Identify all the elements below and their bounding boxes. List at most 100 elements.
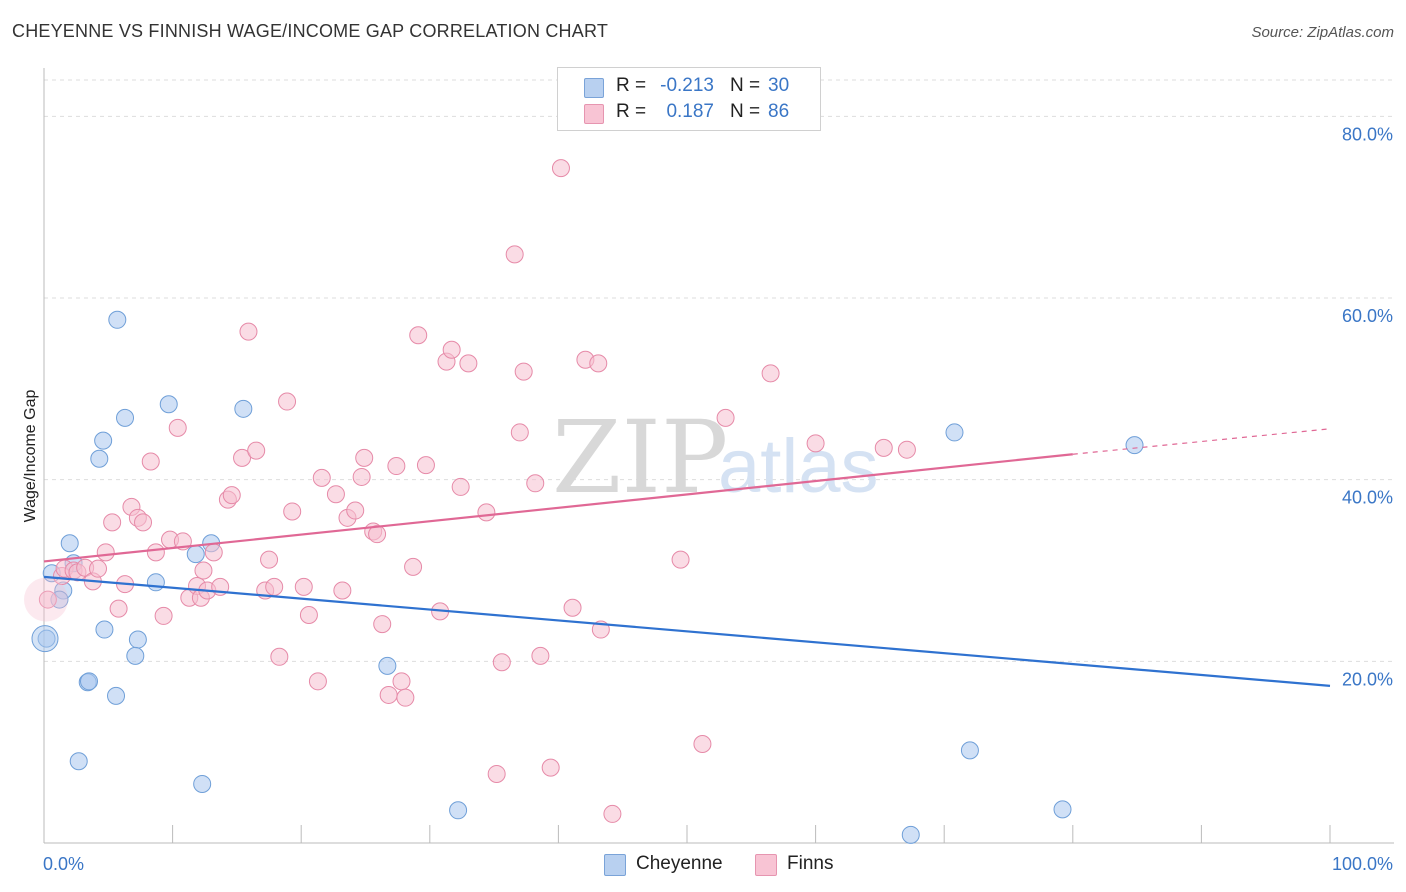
legend-swatch-cheyenne	[604, 854, 626, 876]
point-finns	[204, 543, 223, 562]
point-finns	[442, 340, 461, 359]
point-cheyenne	[378, 656, 397, 675]
point-finns	[526, 474, 545, 493]
point-finns	[38, 590, 57, 609]
point-finns	[806, 434, 825, 453]
legend-n-label: N =	[730, 101, 761, 122]
series-legend: Cheyenne Finns	[0, 852, 1406, 878]
point-cheyenne	[128, 630, 147, 649]
point-cheyenne	[146, 573, 165, 592]
legend-r-value: 0.187	[666, 101, 714, 122]
legend-r-label: R =	[616, 101, 647, 122]
point-finns	[416, 456, 435, 475]
legend-r-value: -0.213	[660, 75, 714, 96]
point-finns	[379, 685, 398, 704]
point-cheyenne	[234, 399, 253, 418]
legend-label-cheyenne: Cheyenne	[636, 853, 723, 874]
point-cheyenne	[95, 620, 114, 639]
point-cheyenne	[60, 534, 79, 553]
y-tick-label: 60.0%	[1342, 306, 1393, 326]
point-finns	[761, 364, 780, 383]
point-finns	[373, 615, 392, 634]
y-axis-label: Wage/Income Gap	[22, 390, 39, 523]
point-finns	[294, 577, 313, 596]
point-finns	[352, 467, 371, 486]
point-cheyenne	[108, 310, 127, 329]
point-cheyenne	[90, 449, 109, 468]
point-finns	[326, 485, 345, 504]
y-tick-label: 80.0%	[1342, 124, 1393, 144]
point-finns	[396, 688, 415, 707]
legend-label-finns: Finns	[787, 853, 834, 874]
chart-title: CHEYENNE VS FINNISH WAGE/INCOME GAP CORR…	[12, 21, 609, 41]
y-tick-label: 40.0%	[1342, 488, 1393, 508]
point-cheyenne	[960, 741, 979, 760]
trend-line-finns	[43, 453, 1073, 563]
legend-r-label: R =	[616, 75, 647, 96]
point-finns	[233, 448, 252, 467]
point-finns	[355, 448, 374, 467]
point-finns	[308, 672, 327, 691]
point-finns	[531, 646, 550, 665]
point-finns	[312, 468, 331, 487]
point-finns	[392, 672, 411, 691]
point-finns	[333, 581, 352, 600]
x-tick-label: 0.0%	[43, 854, 84, 874]
point-finns	[671, 550, 690, 569]
watermark-atlas: atlas	[718, 424, 879, 509]
point-finns	[387, 457, 406, 476]
point-finns	[194, 561, 213, 580]
trend-line-finns-extension	[1072, 428, 1331, 455]
point-finns	[103, 513, 122, 532]
point-cheyenne	[1053, 800, 1072, 819]
point-finns	[89, 559, 108, 578]
correlation-legend: R = -0.213 N = 30 R = 0.187 N = 86	[557, 67, 821, 131]
point-cheyenne	[186, 545, 205, 564]
y-tick-label: 20.0%	[1342, 669, 1393, 689]
point-cheyenne	[159, 395, 178, 414]
point-finns	[96, 543, 115, 562]
point-cheyenne	[193, 774, 212, 793]
point-finns	[477, 503, 496, 522]
point-finns	[283, 502, 302, 521]
point-finns	[299, 606, 318, 625]
point-finns	[693, 734, 712, 753]
point-finns	[505, 245, 524, 264]
data-points	[24, 159, 1144, 844]
point-finns	[134, 513, 153, 532]
point-finns	[514, 362, 533, 381]
point-cheyenne	[69, 752, 88, 771]
point-finns	[492, 653, 511, 672]
legend-n-value: 30	[768, 75, 790, 96]
point-finns	[168, 418, 187, 437]
point-finns	[409, 326, 428, 345]
point-finns	[141, 452, 160, 471]
point-cheyenne	[1125, 436, 1144, 455]
point-finns	[487, 764, 506, 783]
trend-line-cheyenne	[43, 575, 1331, 687]
x-tick-label: 100.0%	[1332, 854, 1393, 874]
point-finns	[265, 577, 284, 596]
point-finns	[146, 543, 165, 562]
point-finns	[589, 354, 608, 373]
point-cheyenne	[107, 686, 126, 705]
point-finns	[247, 441, 266, 460]
source-label: Source: ZipAtlas.com	[1251, 24, 1394, 41]
point-cheyenne	[449, 801, 468, 820]
point-finns	[451, 477, 470, 496]
point-finns	[563, 598, 582, 617]
legend-n-value: 86	[768, 101, 790, 122]
point-finns	[270, 647, 289, 666]
point-finns	[551, 159, 570, 178]
point-finns	[346, 501, 365, 520]
point-finns	[541, 758, 560, 777]
watermark-zip: ZIP	[552, 399, 728, 516]
point-finns	[897, 440, 916, 459]
point-finns	[459, 354, 478, 373]
grid-lines	[44, 79, 1394, 662]
axes	[43, 68, 1394, 844]
point-cheyenne	[126, 646, 145, 665]
point-finns	[278, 392, 297, 411]
point-finns	[404, 557, 423, 576]
point-finns	[716, 408, 735, 427]
